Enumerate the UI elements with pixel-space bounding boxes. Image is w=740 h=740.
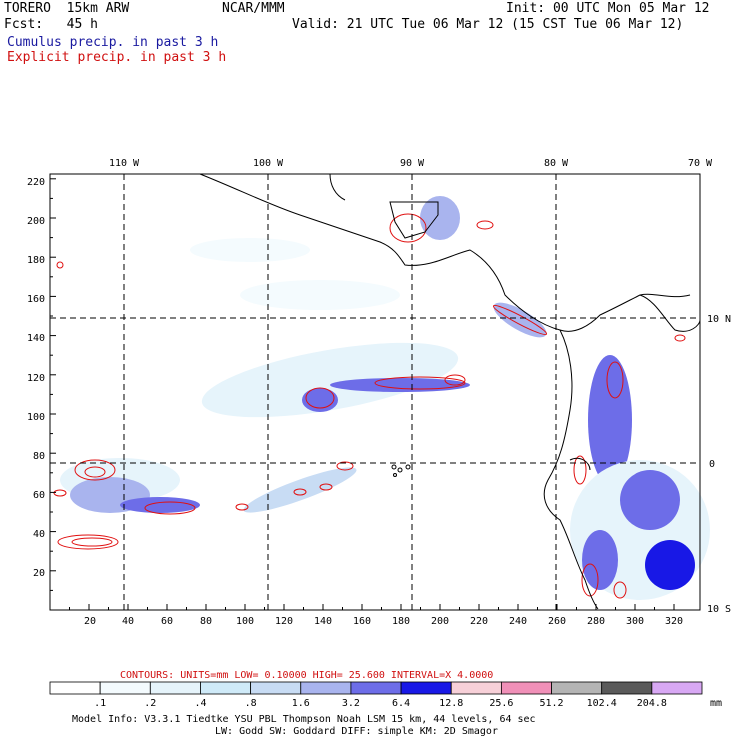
y-tick-label: 100	[27, 412, 45, 423]
x-tick-label: 160	[353, 616, 371, 627]
x-tick-label: 120	[275, 616, 293, 627]
lat-label: 0	[709, 459, 715, 470]
colorbar	[49, 681, 703, 695]
colorbar-swatch	[400, 681, 452, 695]
x-tick-label: 140	[314, 616, 332, 627]
colorbar-swatch	[300, 681, 352, 695]
x-tick-label: 240	[509, 616, 527, 627]
colorbar-swatch	[500, 681, 552, 695]
lon-label: 110 W	[109, 158, 140, 169]
x-tick-label: 60	[161, 616, 173, 627]
colorbar-swatch	[651, 681, 703, 695]
colorbar-swatch	[99, 681, 151, 695]
colorbar-label: 102.4	[587, 698, 617, 709]
colorbar-swatch	[551, 681, 603, 695]
forecast-hour: Fcst: 45 h	[4, 17, 98, 32]
coastlines	[199, 173, 701, 610]
colorbar-label: .1	[94, 698, 106, 709]
colorbar-label: 51.2	[539, 698, 563, 709]
cumulus-shading	[60, 196, 710, 600]
y-tick-label: 160	[27, 294, 45, 305]
lon-label: 90 W	[400, 158, 425, 169]
lon-label: 70 W	[688, 158, 713, 169]
y-tick-label: 200	[27, 216, 45, 227]
colorbar-label: .8	[245, 698, 257, 709]
x-tick-label: 320	[665, 616, 683, 627]
lon-label: 100 W	[253, 158, 284, 169]
x-tick-label: 220	[470, 616, 488, 627]
colorbar-label: 25.6	[489, 698, 513, 709]
x-tick-label: 300	[626, 616, 644, 627]
x-tick-label: 200	[431, 616, 449, 627]
field-cumulus-title: Cumulus precip. in past 3 h	[7, 35, 219, 50]
y-tick-label: 180	[27, 255, 45, 266]
y-tick-label: 220	[27, 177, 45, 188]
model-name: TORERO 15km ARW	[4, 1, 130, 16]
lat-label: 10 N	[707, 314, 731, 325]
colorbar-labels: .1 .2 .4 .8 1.6 3.2 6.4 12.8 25.6 51.2 102.4 204.8	[94, 698, 667, 709]
colorbar-label: 1.6	[292, 698, 310, 709]
galapagos-islands	[391, 464, 411, 477]
colorbar-unit: mm	[710, 698, 722, 709]
colorbar-swatch	[49, 681, 101, 695]
contour-info: CONTOURS: UNITS=mm LOW= 0.10000 HIGH= 25…	[120, 670, 493, 681]
colorbar-swatch	[149, 681, 201, 695]
model-info: Model Info: V3.3.1 Tiedtke YSU PBL Thomp…	[72, 714, 536, 725]
colorbar-swatch	[200, 681, 252, 695]
colorbar-swatch	[350, 681, 402, 695]
lat-lon-grid	[50, 174, 700, 610]
x-tick-label: 40	[122, 616, 134, 627]
y-tick-label: 120	[27, 373, 45, 384]
colorbar-swatch	[601, 681, 653, 695]
explicit-contours	[53, 213, 686, 599]
y-tick-label: 20	[33, 568, 45, 579]
colorbar-label: 204.8	[637, 698, 667, 709]
axis-ticks	[49, 178, 675, 611]
colorbar-label: .4	[194, 698, 206, 709]
y-tick-label: 60	[33, 490, 45, 501]
x-tick-label: 260	[548, 616, 566, 627]
init-time: Init: 00 UTC Mon 05 Mar 12	[506, 1, 710, 16]
x-tick-label: 180	[392, 616, 410, 627]
x-tick-label: 20	[84, 616, 96, 627]
lon-label: 80 W	[544, 158, 569, 169]
x-tick-label: 80	[200, 616, 212, 627]
physics-info: LW: Godd SW: Goddard DIFF: simple KM: 2D…	[215, 726, 498, 737]
valid-time: Valid: 21 UTC Tue 06 Mar 12 (15 CST Tue …	[292, 17, 684, 32]
colorbar-label: 12.8	[439, 698, 463, 709]
y-tick-label: 140	[27, 333, 45, 344]
x-tick-label: 100	[236, 616, 254, 627]
colorbar-swatch	[250, 681, 302, 695]
map-frame	[49, 173, 701, 611]
y-tick-label: 40	[33, 529, 45, 540]
y-tick-label: 80	[33, 451, 45, 462]
colorbar-label: 3.2	[342, 698, 360, 709]
colorbar-swatch	[450, 681, 502, 695]
colorbar-label: .2	[144, 698, 156, 709]
field-explicit-title: Explicit precip. in past 3 h	[7, 50, 227, 65]
colorbar-label: 6.4	[392, 698, 410, 709]
x-tick-label: 280	[587, 616, 605, 627]
organization: NCAR/MMM	[222, 1, 285, 16]
lat-label: 10 S	[707, 604, 731, 615]
